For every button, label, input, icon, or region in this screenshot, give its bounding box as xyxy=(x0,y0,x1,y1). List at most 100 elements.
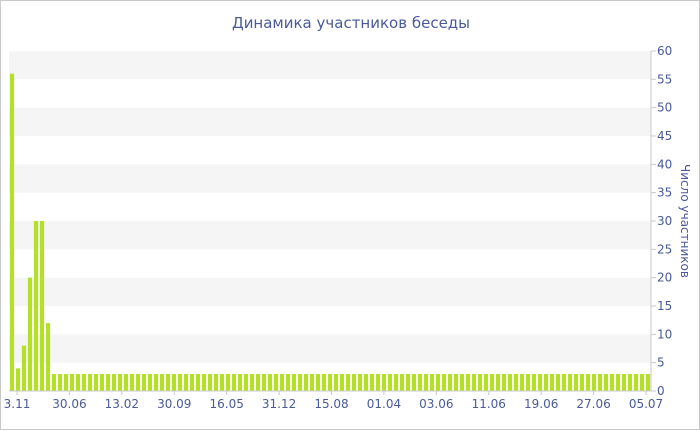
bar xyxy=(219,374,225,391)
bar xyxy=(405,374,411,391)
bar xyxy=(123,374,129,391)
bar xyxy=(321,374,327,391)
bar xyxy=(177,374,183,391)
x-tick-label: 16.05 xyxy=(209,397,243,411)
bars xyxy=(9,73,651,392)
bar xyxy=(87,374,93,391)
bar xyxy=(423,374,429,391)
x-tick-label: 03.06 xyxy=(419,397,453,411)
bar xyxy=(585,374,591,391)
bar xyxy=(171,374,177,391)
bar xyxy=(105,374,111,391)
bar xyxy=(297,374,303,391)
bar xyxy=(201,374,207,391)
bar xyxy=(363,374,369,391)
bar xyxy=(111,374,117,391)
bar xyxy=(255,374,261,391)
bar xyxy=(189,374,195,391)
bar xyxy=(453,374,459,391)
bar xyxy=(537,374,543,391)
bar xyxy=(303,374,309,391)
y-tick-label: 60 xyxy=(657,44,672,58)
bar xyxy=(561,374,567,391)
bar xyxy=(279,374,285,391)
bar xyxy=(237,374,243,391)
bar xyxy=(339,374,345,391)
bar xyxy=(387,374,393,391)
bar xyxy=(639,374,645,391)
bar xyxy=(285,374,291,391)
x-tick-label: 11.06 xyxy=(472,397,506,411)
bar xyxy=(57,374,63,391)
bar xyxy=(531,374,537,391)
bar xyxy=(33,221,39,391)
bar xyxy=(117,374,123,391)
bar xyxy=(267,374,273,391)
grid-band xyxy=(9,107,651,136)
bar xyxy=(261,374,267,391)
bar xyxy=(309,374,315,391)
grid-band xyxy=(9,164,651,193)
bar xyxy=(357,374,363,391)
bar xyxy=(351,374,357,391)
y-tick-label: 35 xyxy=(657,186,672,200)
bar xyxy=(549,374,555,391)
grid-band xyxy=(9,51,651,80)
bar xyxy=(147,374,153,391)
bar xyxy=(327,374,333,391)
bar xyxy=(435,374,441,391)
bar xyxy=(465,374,471,391)
bar xyxy=(183,374,189,391)
x-tick-label: 01.04 xyxy=(367,397,401,411)
bar xyxy=(15,368,21,391)
bar xyxy=(477,374,483,391)
bar xyxy=(543,374,549,391)
bar xyxy=(375,374,381,391)
x-tick-label: 30.09 xyxy=(157,397,191,411)
bar xyxy=(429,374,435,391)
y-tick-label: 25 xyxy=(657,242,672,256)
y-tick-label: 20 xyxy=(657,271,672,285)
bar xyxy=(513,374,519,391)
bar xyxy=(231,374,237,391)
bar xyxy=(411,374,417,391)
bar xyxy=(495,374,501,391)
x-tick-label: 15.08 xyxy=(314,397,348,411)
bar xyxy=(597,374,603,391)
bar xyxy=(627,374,633,391)
bar xyxy=(153,374,159,391)
x-tick-label: 31.12 xyxy=(262,397,296,411)
bar xyxy=(573,374,579,391)
y-tick-label: 0 xyxy=(657,384,665,398)
bar xyxy=(51,374,57,391)
bar xyxy=(483,374,489,391)
bar xyxy=(207,374,213,391)
bar xyxy=(519,374,525,391)
x-tick-label: 30.06 xyxy=(52,397,86,411)
bar xyxy=(393,374,399,391)
x-tick-label: 05.07 xyxy=(629,397,663,411)
bar xyxy=(9,73,15,392)
y-tick-label: 55 xyxy=(657,72,672,86)
bar xyxy=(441,374,447,391)
grid-bands xyxy=(9,51,651,363)
bar xyxy=(447,374,453,391)
bar xyxy=(135,374,141,391)
bar xyxy=(273,374,279,391)
grid-band xyxy=(9,334,651,363)
grid-band xyxy=(9,277,651,306)
bar xyxy=(501,374,507,391)
x-tick-label: 13.02 xyxy=(105,397,139,411)
y-tick-label: 45 xyxy=(657,129,672,143)
bar xyxy=(507,374,513,391)
bar xyxy=(195,374,201,391)
bar xyxy=(129,374,135,391)
bar xyxy=(159,374,165,391)
bar xyxy=(69,374,75,391)
bar xyxy=(567,374,573,391)
bar xyxy=(609,374,615,391)
bar xyxy=(93,374,99,391)
x-axis: 3.11 30.06 13.02 30.09 16.05 31.12 15.08 01.04 0… xyxy=(4,390,663,411)
